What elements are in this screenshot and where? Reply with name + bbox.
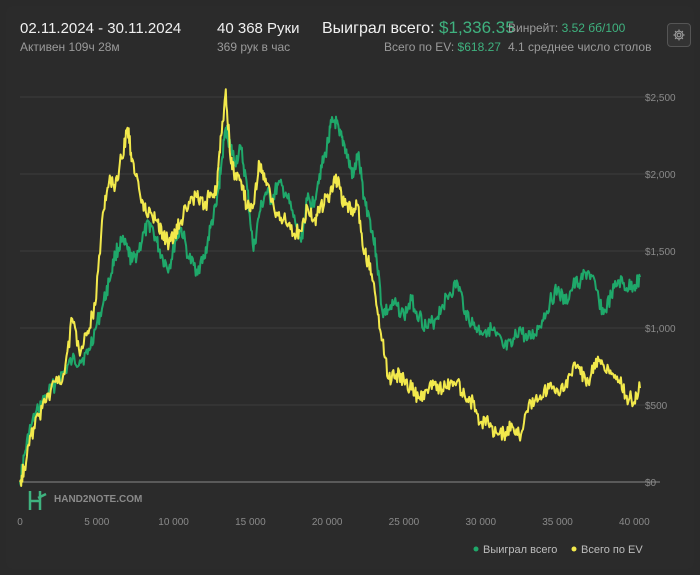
- legend-item-ev[interactable]: Всего по EV: [571, 544, 644, 556]
- y-tick-label: $0: [645, 478, 657, 489]
- y-tick-label: $500: [645, 401, 668, 412]
- gear-icon: [673, 29, 685, 41]
- active-time: Активен 109ч 28м: [20, 40, 120, 54]
- x-tick-label: 0: [17, 517, 23, 528]
- x-axis-labels: 0 5 000 10 000 15 000 20 000 25 000 30 000 35 0…: [17, 517, 650, 528]
- chart-grid: [20, 96, 660, 483]
- x-tick-label: 10 000: [158, 517, 189, 528]
- won-total: Выиграл всего: $1,336.35: [322, 18, 515, 38]
- x-tick-label: 15 000: [235, 517, 266, 528]
- ev-total-label: Всего по EV:: [384, 40, 455, 54]
- chart-lines: [19, 88, 641, 487]
- series-line-won: [19, 115, 641, 486]
- settings-button[interactable]: [667, 23, 691, 47]
- legend-swatch-won: [473, 546, 479, 552]
- legend: Выиграл всего Всего по EV: [473, 544, 644, 556]
- avg-tables: 4.1 среднее число столов: [508, 40, 652, 54]
- watermark-text: HAND2NOTE.COM: [54, 494, 142, 505]
- y-tick-label: $2,000: [645, 170, 676, 181]
- legend-label-won: Выиграл всего: [483, 544, 557, 556]
- date-range[interactable]: 02.11.2024 - 30.11.2024: [20, 20, 182, 37]
- x-tick-label: 5 000: [84, 517, 109, 528]
- hands-count: 40 368 Руки: [217, 20, 300, 37]
- y-tick-label: $1,000: [645, 324, 676, 335]
- series-line-ev: [19, 88, 641, 487]
- ev-total-value: $618.27: [457, 40, 501, 54]
- hands-per-hour: 369 рук в час: [217, 40, 291, 54]
- legend-item-won[interactable]: Выиграл всего: [473, 544, 558, 556]
- legend-label-ev: Всего по EV: [581, 544, 643, 556]
- won-total-label: Выиграл всего:: [322, 20, 435, 37]
- x-tick-label: 30 000: [465, 517, 496, 528]
- won-total-value: $1,336.35: [439, 18, 515, 37]
- y-tick-label: $1,500: [645, 247, 676, 258]
- x-tick-label: 35 000: [542, 517, 573, 528]
- ev-total: Всего по EV: $618.27: [384, 40, 501, 54]
- watermark: HAND2NOTE.COM: [28, 491, 142, 510]
- x-tick-label: 20 000: [312, 517, 343, 528]
- x-tick-label: 40 000: [619, 517, 650, 528]
- winrate-label: Винрейт:: [508, 21, 559, 35]
- hand2note-logo-icon: [28, 491, 47, 510]
- winrate-value: 3.52 бб/100: [561, 21, 626, 35]
- y-axis-labels: $0 $500 $1,000 $1,500 $2,000 $2,500: [645, 93, 676, 489]
- legend-swatch-ev: [571, 546, 577, 552]
- y-tick-label: $2,500: [645, 93, 676, 104]
- winrate: Винрейт: 3.52 бб/100: [508, 21, 625, 35]
- x-tick-label: 25 000: [389, 517, 420, 528]
